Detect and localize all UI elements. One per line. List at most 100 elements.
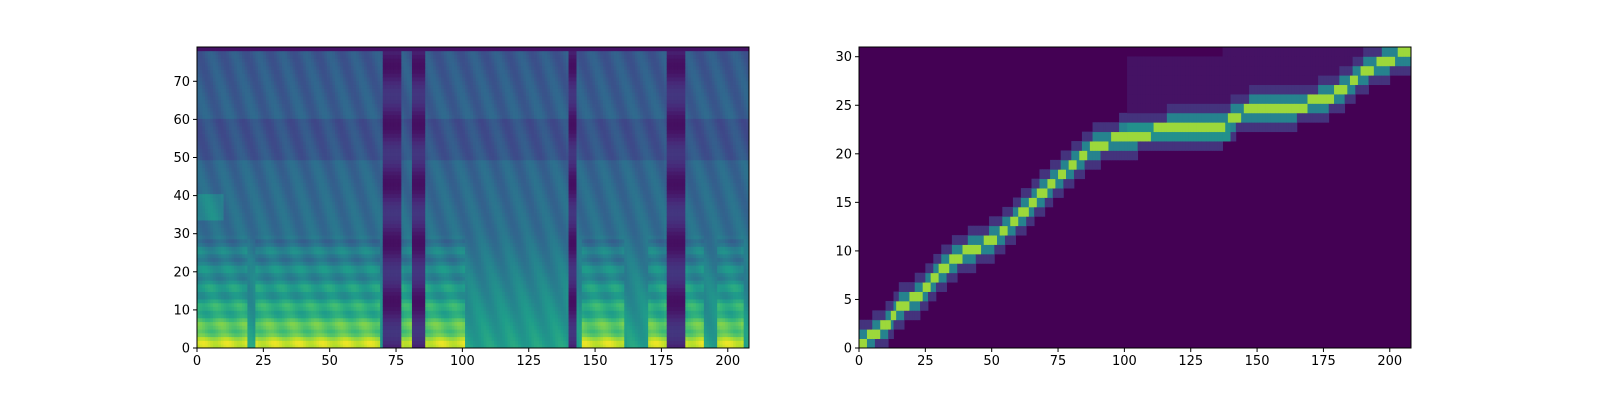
- spectrogram-cell: [313, 186, 317, 191]
- spectrogram-cell: [239, 276, 243, 281]
- spectrogram-cell: [335, 246, 339, 251]
- spectrogram-cell: [303, 231, 307, 236]
- spectrogram-cell: [228, 163, 232, 168]
- spectrogram-cell: [218, 62, 222, 67]
- spectrogram-cell: [236, 340, 240, 345]
- spectrogram-cell: [284, 317, 288, 323]
- spectrogram-cell: [260, 340, 264, 345]
- spectrogram-cell: [292, 336, 296, 341]
- spectrogram-cell: [313, 152, 317, 157]
- spectrogram-cell: [292, 174, 296, 180]
- spectrogram-cell: [324, 174, 328, 180]
- spectrogram-cell: [358, 95, 362, 101]
- spectrogram-cell: [197, 95, 201, 101]
- spectrogram-cell: [242, 65, 246, 70]
- spectrogram-cell: [327, 174, 331, 180]
- spectrogram-cell: [289, 137, 293, 142]
- spectrogram-cell: [319, 182, 323, 187]
- spectrogram-cell: [218, 205, 222, 210]
- spectrogram-cell: [271, 186, 275, 191]
- spectrogram-cell: [313, 171, 317, 176]
- spectrogram-cell: [255, 137, 259, 142]
- spectrogram-cell: [202, 84, 206, 89]
- spectrogram-cell: [358, 77, 362, 82]
- spectrogram-cell: [242, 325, 246, 330]
- spectrogram-cell: [327, 253, 331, 259]
- spectrogram-cell: [212, 325, 216, 330]
- spectrogram-cell: [260, 246, 264, 251]
- spectrogram-cell: [271, 291, 275, 296]
- spectrogram-cell: [348, 276, 352, 281]
- spectrogram-cell: [231, 336, 235, 341]
- spectrogram-cell: [220, 129, 224, 134]
- spectrogram-cell: [319, 242, 323, 247]
- spectrogram-cell: [276, 148, 280, 153]
- spectrogram-cell: [228, 325, 232, 330]
- spectrogram-cell: [284, 329, 288, 334]
- spectrogram-cell: [223, 133, 227, 138]
- spectrogram-cell: [234, 329, 238, 334]
- spectrogram-cell: [316, 103, 320, 108]
- spectrogram-cell: [337, 201, 341, 206]
- spectrogram-cell: [332, 276, 336, 281]
- spectrogram-cell: [218, 212, 222, 217]
- spectrogram-cell: [207, 171, 211, 176]
- spectrogram-cell: [260, 265, 264, 270]
- spectrogram-cell: [353, 276, 357, 281]
- spectrogram-cell: [311, 231, 315, 236]
- spectrogram-cell: [345, 62, 349, 67]
- spectrogram-cell: [350, 54, 354, 59]
- spectrogram-cell: [313, 65, 317, 70]
- spectrogram-cell: [303, 50, 307, 55]
- spectrogram-cell: [199, 246, 203, 251]
- spectrogram-cell: [348, 141, 352, 146]
- spectrogram-cell: [287, 58, 291, 63]
- spectrogram-cell: [350, 235, 354, 240]
- spectrogram-cell: [279, 223, 283, 228]
- spectrogram-cell: [289, 107, 293, 112]
- spectrogram-cell: [226, 133, 230, 138]
- spectrogram-cell: [271, 148, 275, 153]
- spectrogram-cell: [234, 310, 238, 315]
- spectrogram-cell: [263, 216, 267, 221]
- spectrogram-cell: [263, 265, 267, 270]
- spectrogram-cell: [327, 84, 331, 89]
- spectrogram-cell: [289, 163, 293, 168]
- spectrogram-cell: [228, 84, 232, 89]
- spectrogram-cell: [207, 340, 211, 345]
- spectrogram-cell: [260, 114, 264, 119]
- spectrogram-cell: [311, 302, 315, 308]
- spectrogram-cell: [204, 208, 209, 213]
- spectrogram-cell: [350, 284, 354, 289]
- spectrogram-cell: [284, 50, 288, 55]
- spectrogram-cell: [236, 317, 240, 323]
- spectrogram-cell: [271, 152, 275, 157]
- spectrogram-cell: [197, 110, 201, 116]
- spectrogram-cell: [279, 257, 283, 262]
- spectrogram-cell: [226, 302, 230, 308]
- spectrogram-cell: [255, 174, 259, 180]
- spectrogram-cell: [207, 272, 211, 277]
- spectrogram-cell: [223, 77, 227, 82]
- spectrogram-cell: [345, 295, 349, 300]
- spectrogram-cell: [348, 144, 352, 149]
- spectrogram-cell: [348, 178, 352, 183]
- spectrogram-cell: [260, 306, 264, 311]
- spectrogram-cell: [199, 141, 203, 146]
- spectrogram-cell: [324, 265, 328, 270]
- spectrogram-cell: [220, 148, 224, 153]
- spectrogram-cell: [271, 253, 275, 259]
- spectrogram-cell: [242, 156, 246, 161]
- spectrogram-cell: [303, 325, 307, 330]
- spectrogram-cell: [199, 129, 203, 134]
- spectrogram-cell: [244, 174, 248, 180]
- spectrogram-cell: [276, 197, 280, 202]
- spectrogram-cell: [263, 291, 267, 296]
- spectrogram-cell: [358, 69, 362, 74]
- spectrogram-cell: [263, 122, 267, 127]
- spectrogram-cell: [308, 137, 312, 142]
- spectrogram-cell: [350, 88, 354, 93]
- spectrogram-cell: [236, 205, 240, 210]
- spectrogram-cell: [218, 250, 222, 255]
